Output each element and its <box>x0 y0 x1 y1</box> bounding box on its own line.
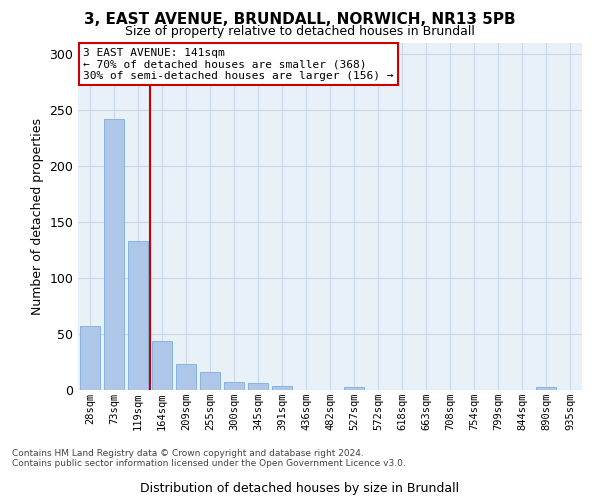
Bar <box>536 386 556 390</box>
Bar <box>248 384 268 390</box>
Y-axis label: Number of detached properties: Number of detached properties <box>31 118 44 315</box>
Bar <box>176 364 196 390</box>
Bar <box>104 118 124 390</box>
Text: Contains HM Land Registry data © Crown copyright and database right 2024.: Contains HM Land Registry data © Crown c… <box>12 448 364 458</box>
Bar <box>272 386 292 390</box>
Text: Distribution of detached houses by size in Brundall: Distribution of detached houses by size … <box>140 482 460 495</box>
Bar <box>200 372 220 390</box>
Text: Size of property relative to detached houses in Brundall: Size of property relative to detached ho… <box>125 24 475 38</box>
Bar <box>224 382 244 390</box>
Bar <box>344 386 364 390</box>
Bar <box>80 326 100 390</box>
Text: Contains public sector information licensed under the Open Government Licence v3: Contains public sector information licen… <box>12 458 406 468</box>
Text: 3, EAST AVENUE, BRUNDALL, NORWICH, NR13 5PB: 3, EAST AVENUE, BRUNDALL, NORWICH, NR13 … <box>84 12 516 28</box>
Bar <box>152 340 172 390</box>
Bar <box>128 241 148 390</box>
Text: 3 EAST AVENUE: 141sqm
← 70% of detached houses are smaller (368)
30% of semi-det: 3 EAST AVENUE: 141sqm ← 70% of detached … <box>83 48 394 81</box>
